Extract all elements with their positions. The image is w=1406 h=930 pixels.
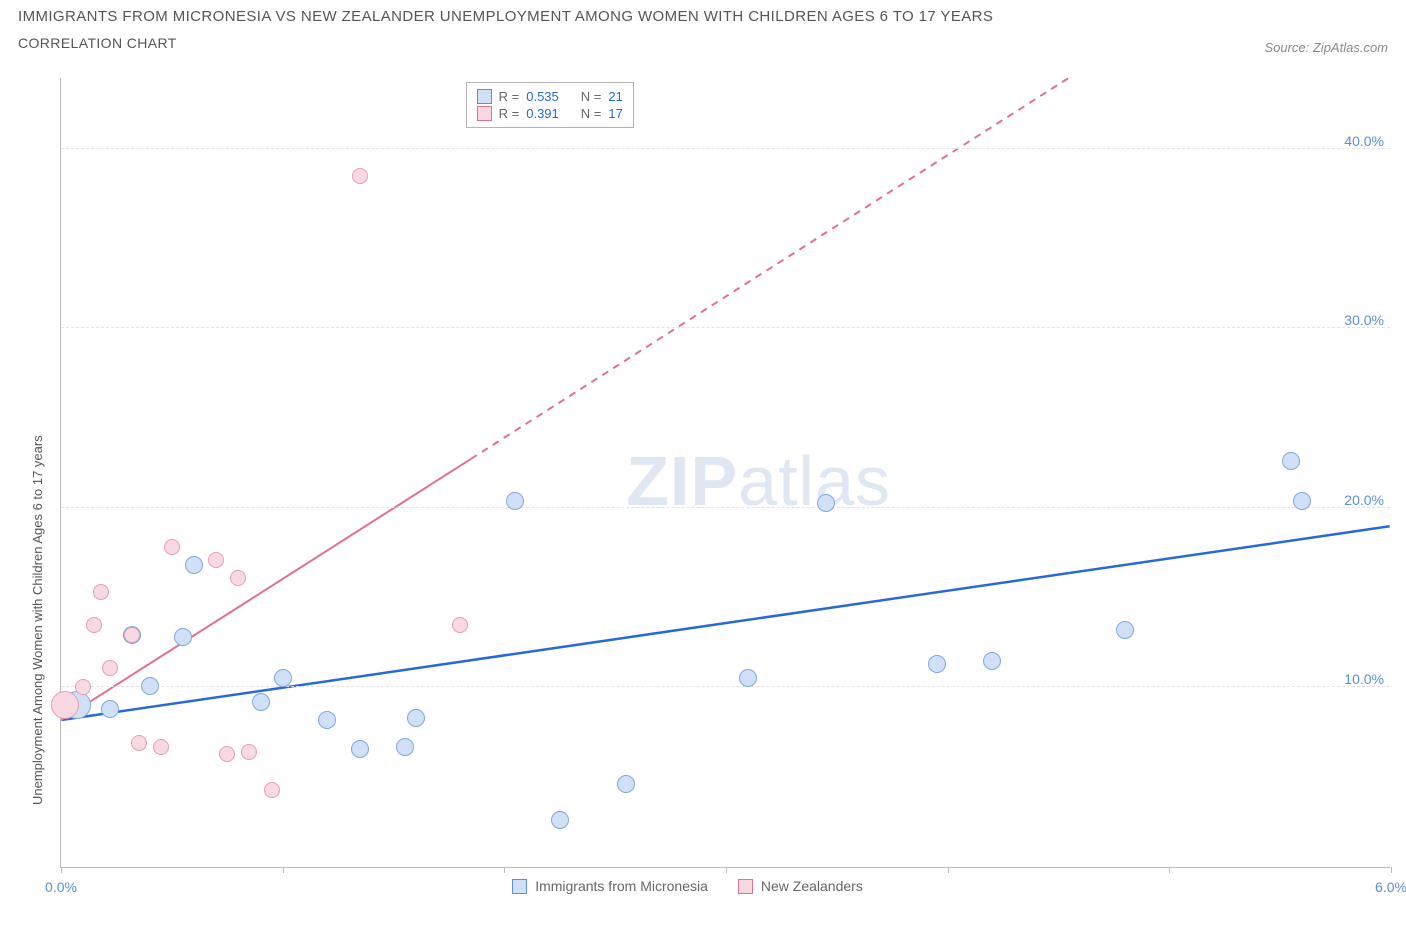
data-point (274, 669, 292, 687)
data-point (51, 691, 79, 719)
trend-line-dashed (471, 78, 1069, 459)
x-tick (61, 867, 62, 873)
data-point (230, 570, 246, 586)
legend-series-label: Immigrants from Micronesia (535, 878, 708, 894)
data-point (351, 740, 369, 758)
data-point (318, 711, 336, 729)
trend-line (61, 459, 471, 720)
data-point (219, 746, 235, 762)
data-point (102, 660, 118, 676)
legend-top-row: R = 0.391 N = 17 (477, 105, 623, 122)
legend-bottom-item: New Zealanders (738, 878, 863, 894)
legend-swatch (512, 879, 527, 894)
legend-swatch (477, 89, 492, 104)
data-point (241, 744, 257, 760)
data-point (452, 617, 468, 633)
legend-bottom-item: Immigrants from Micronesia (512, 878, 708, 894)
x-tick (1169, 867, 1170, 873)
data-point (1116, 621, 1134, 639)
y-tick-label: 40.0% (1344, 133, 1384, 149)
x-tick (726, 867, 727, 873)
data-point (506, 492, 524, 510)
y-tick-label: 30.0% (1344, 312, 1384, 328)
data-point (928, 655, 946, 673)
x-tick (504, 867, 505, 873)
data-point (352, 168, 368, 184)
data-point (1293, 492, 1311, 510)
x-tick-label: 0.0% (45, 879, 77, 895)
data-point (153, 739, 169, 755)
legend-n-label: N = (581, 89, 602, 104)
chart-title: IMMIGRANTS FROM MICRONESIA VS NEW ZEALAN… (18, 8, 993, 25)
data-point (617, 775, 635, 793)
chart-subtitle: CORRELATION CHART (18, 35, 993, 51)
data-point (983, 652, 1001, 670)
data-point (396, 738, 414, 756)
data-point (124, 627, 140, 643)
data-point (208, 552, 224, 568)
legend-swatch (738, 879, 753, 894)
data-point (75, 679, 91, 695)
legend-bottom: Immigrants from Micronesia New Zealanders (512, 878, 863, 894)
data-point (185, 556, 203, 574)
data-point (164, 539, 180, 555)
data-point (739, 669, 757, 687)
chart-plot-area: ZIPatlas 10.0%20.0%30.0%40.0%0.0%6.0% (60, 78, 1390, 868)
data-point (407, 709, 425, 727)
legend-series-label: New Zealanders (761, 878, 863, 894)
y-tick-label: 20.0% (1344, 492, 1384, 508)
data-point (141, 677, 159, 695)
trend-line (61, 526, 1389, 720)
legend-r-value: 0.391 (526, 106, 559, 121)
data-point (93, 584, 109, 600)
source-attribution: Source: ZipAtlas.com (1264, 40, 1388, 55)
x-tick (948, 867, 949, 873)
y-axis-label: Unemployment Among Women with Children A… (30, 435, 45, 805)
x-tick (1391, 867, 1392, 873)
gridline (61, 148, 1390, 149)
gridline (61, 327, 1390, 328)
legend-top-row: R = 0.535 N = 21 (477, 88, 623, 105)
legend-r-label: R = (499, 89, 520, 104)
legend-n-value: 17 (608, 106, 622, 121)
data-point (264, 782, 280, 798)
trend-lines-layer (61, 78, 1390, 867)
legend-n-value: 21 (608, 89, 622, 104)
legend-r-label: R = (499, 106, 520, 121)
legend-r-value: 0.535 (526, 89, 559, 104)
x-tick-label: 6.0% (1375, 879, 1406, 895)
x-tick (283, 867, 284, 873)
legend-n-label: N = (581, 106, 602, 121)
data-point (551, 811, 569, 829)
data-point (252, 693, 270, 711)
gridline (61, 686, 1390, 687)
y-tick-label: 10.0% (1344, 671, 1384, 687)
data-point (1282, 452, 1300, 470)
data-point (86, 617, 102, 633)
legend-top: R = 0.535 N = 21 R = 0.391 N = 17 (466, 82, 634, 128)
data-point (131, 735, 147, 751)
data-point (174, 628, 192, 646)
gridline (61, 507, 1390, 508)
data-point (101, 700, 119, 718)
data-point (817, 494, 835, 512)
legend-swatch (477, 106, 492, 121)
